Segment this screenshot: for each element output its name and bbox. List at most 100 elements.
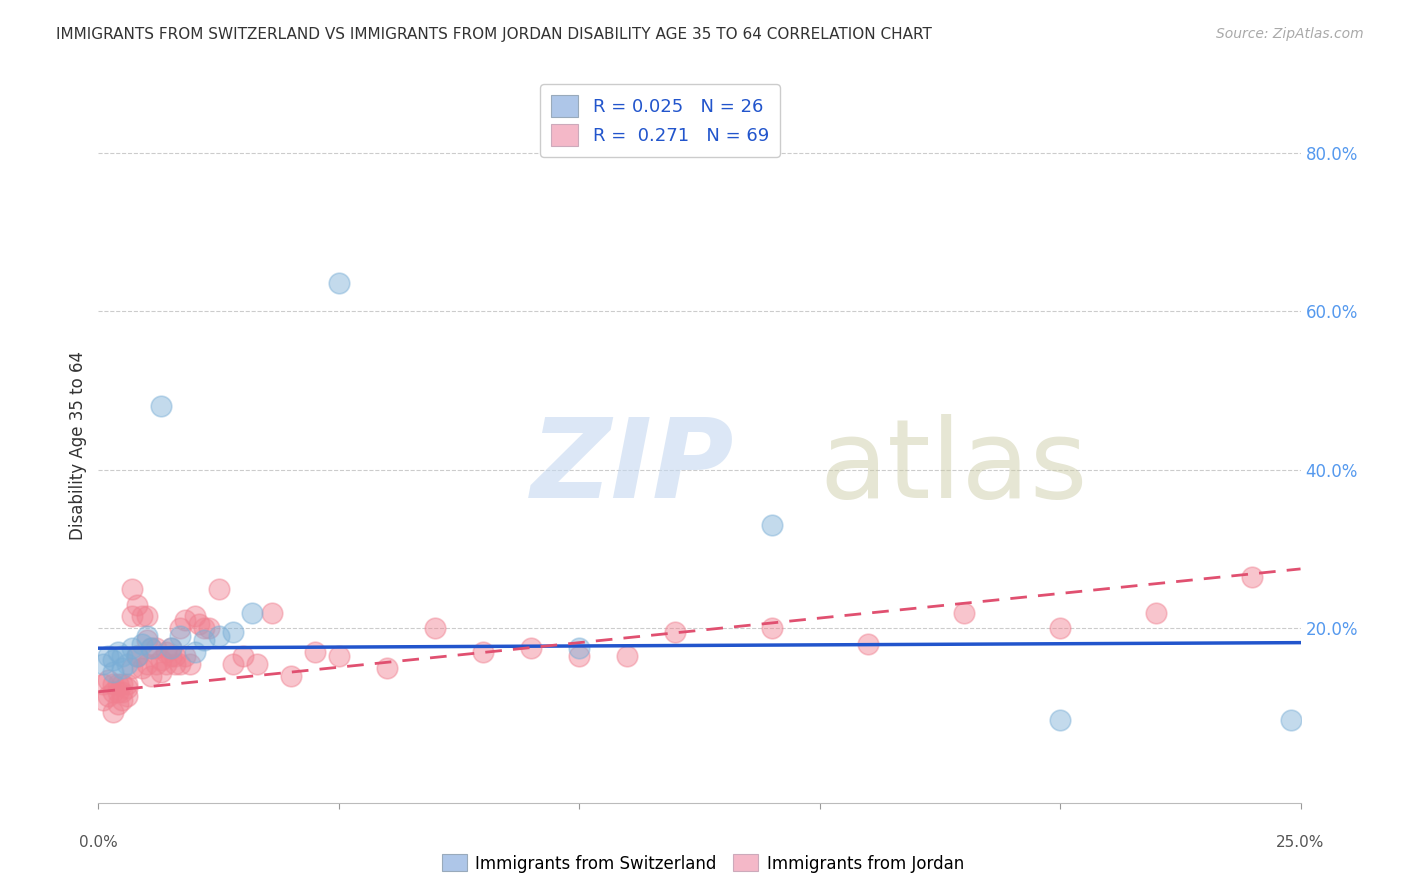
Point — [145, 657, 167, 671]
Point — [117, 681, 139, 695]
Point — [664, 625, 686, 640]
Point — [328, 277, 350, 291]
Text: ZIP: ZIP — [531, 414, 735, 521]
Point — [125, 649, 148, 664]
Text: Source: ZipAtlas.com: Source: ZipAtlas.com — [1216, 27, 1364, 41]
Point — [280, 669, 302, 683]
Point — [169, 621, 191, 635]
Point — [761, 518, 783, 533]
Point — [117, 657, 139, 671]
Point — [121, 641, 143, 656]
Point — [135, 633, 157, 648]
Point — [159, 641, 181, 656]
Point — [149, 400, 172, 414]
Point — [111, 692, 134, 706]
Point — [131, 637, 153, 651]
Point — [165, 657, 187, 671]
Point — [91, 692, 114, 706]
Point — [232, 649, 254, 664]
Point — [97, 649, 120, 664]
Text: IMMIGRANTS FROM SWITZERLAND VS IMMIGRANTS FROM JORDAN DISABILITY AGE 35 TO 64 CO: IMMIGRANTS FROM SWITZERLAND VS IMMIGRANT… — [56, 27, 932, 42]
Point — [135, 609, 157, 624]
Point — [328, 649, 350, 664]
Point — [125, 649, 148, 664]
Point — [111, 685, 134, 699]
Point — [169, 657, 191, 671]
Point — [159, 649, 181, 664]
Point — [1049, 713, 1071, 727]
Point — [101, 705, 124, 719]
Point — [208, 582, 231, 596]
Point — [135, 657, 157, 671]
Point — [246, 657, 269, 671]
Point — [616, 649, 638, 664]
Point — [141, 641, 163, 656]
Point — [135, 629, 157, 643]
Point — [183, 645, 205, 659]
Point — [117, 677, 139, 691]
Point — [107, 697, 129, 711]
Point — [149, 653, 172, 667]
Point — [101, 677, 124, 691]
Point — [198, 621, 221, 635]
Point — [117, 689, 139, 703]
Point — [159, 641, 181, 656]
Point — [131, 609, 153, 624]
Point — [260, 606, 283, 620]
Point — [141, 669, 163, 683]
Point — [131, 661, 153, 675]
Point — [101, 653, 124, 667]
Point — [97, 673, 120, 687]
Point — [856, 637, 879, 651]
Point — [568, 641, 591, 656]
Point — [761, 621, 783, 635]
Point — [1241, 570, 1264, 584]
Text: 0.0%: 0.0% — [79, 835, 118, 849]
Point — [101, 665, 124, 679]
Point — [125, 598, 148, 612]
Point — [193, 621, 215, 635]
Point — [240, 606, 263, 620]
Point — [111, 661, 134, 675]
Text: 25.0%: 25.0% — [1277, 835, 1324, 849]
Point — [121, 609, 143, 624]
Point — [145, 641, 167, 656]
Legend: R = 0.025   N = 26, R =  0.271   N = 69: R = 0.025 N = 26, R = 0.271 N = 69 — [540, 84, 780, 157]
Point — [193, 633, 215, 648]
Point — [165, 649, 187, 664]
Point — [121, 661, 143, 675]
Point — [125, 649, 148, 664]
Point — [222, 625, 245, 640]
Point — [304, 645, 326, 659]
Point — [520, 641, 543, 656]
Point — [169, 629, 191, 643]
Point — [472, 645, 495, 659]
Point — [174, 614, 197, 628]
Point — [208, 629, 231, 643]
Point — [121, 582, 143, 596]
Point — [188, 617, 211, 632]
Point — [91, 677, 114, 691]
Point — [1144, 606, 1167, 620]
Point — [101, 685, 124, 699]
Point — [107, 645, 129, 659]
Point — [568, 649, 591, 664]
Point — [375, 661, 398, 675]
Point — [107, 677, 129, 691]
Point — [141, 641, 163, 656]
Point — [149, 665, 172, 679]
Point — [155, 645, 177, 659]
Point — [155, 657, 177, 671]
Point — [183, 609, 205, 624]
Point — [174, 649, 197, 664]
Point — [97, 689, 120, 703]
Point — [111, 677, 134, 691]
Point — [953, 606, 976, 620]
Legend: Immigrants from Switzerland, Immigrants from Jordan: Immigrants from Switzerland, Immigrants … — [436, 847, 970, 880]
Point — [111, 649, 134, 664]
Y-axis label: Disability Age 35 to 64: Disability Age 35 to 64 — [69, 351, 87, 541]
Point — [1049, 621, 1071, 635]
Text: atlas: atlas — [820, 414, 1088, 521]
Point — [423, 621, 446, 635]
Point — [179, 657, 201, 671]
